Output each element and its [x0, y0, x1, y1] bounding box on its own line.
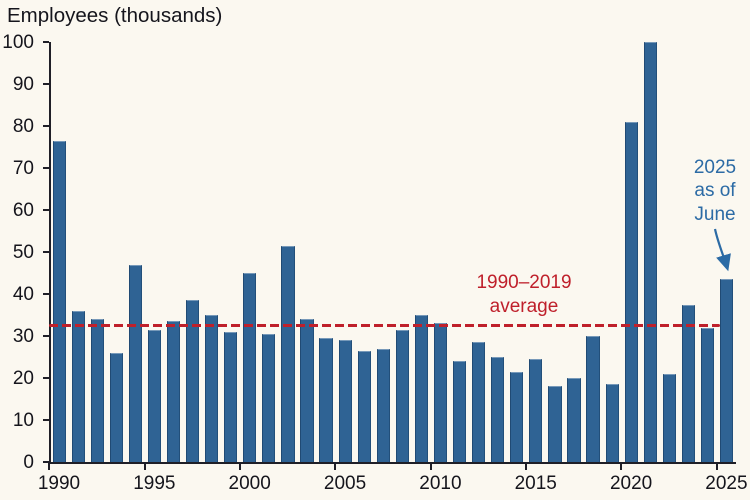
bar-2013	[491, 357, 505, 462]
y-tick	[42, 41, 50, 44]
y-tick	[42, 125, 50, 128]
bar-2008	[395, 329, 409, 462]
bar-1997	[185, 300, 200, 462]
y-tick	[42, 335, 50, 338]
x-tick-label: 2025	[705, 473, 748, 494]
y-tick	[42, 167, 50, 170]
x-tick-label: 1995	[133, 473, 176, 494]
y-tick-label: 60	[12, 199, 34, 221]
bar-1993	[109, 352, 123, 462]
bar-2002	[281, 245, 295, 462]
bar-2004	[319, 338, 333, 462]
annotation-2025: 2025 as of June	[665, 156, 750, 226]
annotation-line3: June	[694, 203, 736, 225]
y-tick	[42, 293, 50, 296]
bar-2003	[300, 319, 314, 462]
y-tick	[42, 377, 50, 380]
x-tick	[48, 463, 51, 470]
bar-1990	[52, 140, 66, 462]
annotation-line2: as of	[694, 180, 736, 202]
bar-2016	[548, 386, 562, 462]
x-tick-label: 1990	[37, 473, 81, 494]
y-tick	[42, 83, 50, 86]
y-tick	[42, 419, 50, 422]
average-label-line2: average	[489, 295, 559, 317]
bar-2006	[357, 350, 371, 462]
bar-2021	[643, 42, 657, 462]
bar-1998	[205, 315, 219, 462]
x-tick	[239, 463, 241, 470]
annotation-line1: 2025	[693, 157, 737, 178]
bar-1991	[71, 310, 85, 462]
x-tick	[715, 463, 718, 470]
bar-2020	[624, 122, 638, 462]
bar-1995	[147, 329, 162, 462]
y-tick-label: 70	[12, 157, 34, 179]
bar-2023	[681, 304, 695, 462]
bar-2000	[243, 273, 257, 462]
average-label-line1: 1990–2019	[476, 272, 572, 293]
y-tick	[42, 251, 50, 254]
annotation-arrow-icon	[713, 228, 731, 272]
x-tick-label: 2005	[323, 473, 367, 494]
bar-1996	[166, 321, 181, 462]
bar-2001	[262, 333, 276, 462]
x-tick	[525, 463, 528, 470]
y-tick-label: 50	[12, 241, 34, 263]
average-line	[49, 323, 720, 328]
y-tick-label: 20	[12, 367, 34, 389]
bar-2025	[719, 279, 734, 462]
bar-2014	[510, 371, 524, 462]
chart-title: Employees (thousands)	[7, 4, 223, 27]
x-tick-label: 2000	[228, 473, 271, 494]
x-tick-label: 2010	[419, 473, 462, 494]
bar-2005	[338, 340, 352, 462]
y-axis	[49, 42, 52, 463]
y-tick-label: 10	[12, 409, 34, 431]
x-tick-label: 2015	[514, 473, 557, 494]
x-tick	[334, 463, 337, 470]
y-tick-label: 80	[12, 115, 34, 137]
y-tick-label: 40	[12, 283, 34, 305]
bar-2024	[700, 327, 715, 462]
bar-2022	[662, 373, 676, 462]
x-tick	[620, 463, 623, 470]
x-tick	[429, 463, 432, 470]
bar-2007	[376, 348, 390, 462]
bar-2015	[529, 359, 543, 462]
bar-2017	[567, 378, 581, 462]
bar-2012	[472, 342, 486, 462]
x-tick	[143, 463, 146, 470]
bar-2011	[452, 361, 467, 462]
x-axis	[49, 461, 736, 464]
y-tick	[42, 209, 50, 212]
y-tick-label: 0	[23, 451, 34, 473]
y-tick-label: 100	[2, 31, 34, 53]
average-line-label: 1990–2019 average	[444, 271, 604, 318]
bar-1999	[224, 331, 238, 462]
y-tick	[42, 461, 50, 463]
bar-2009	[414, 315, 429, 462]
bar-2018	[586, 336, 600, 462]
x-tick-label: 2020	[609, 473, 653, 494]
y-tick-label: 30	[12, 325, 34, 347]
bar-1992	[90, 319, 104, 462]
bar-1994	[128, 264, 142, 462]
bar-2010	[433, 323, 448, 462]
bar-2019	[605, 384, 619, 462]
y-tick-label: 90	[12, 73, 34, 95]
